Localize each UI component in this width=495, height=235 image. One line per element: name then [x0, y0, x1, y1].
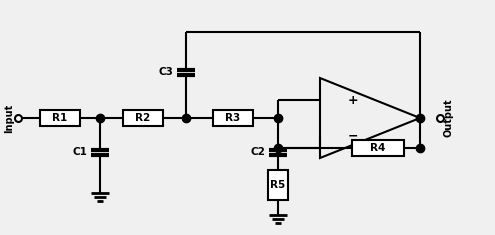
- Text: Output: Output: [444, 99, 454, 137]
- Bar: [352, 140, 404, 156]
- Bar: [123, 110, 163, 126]
- Text: R1: R1: [52, 113, 68, 123]
- Text: R4: R4: [370, 143, 386, 153]
- Bar: [268, 170, 288, 200]
- Text: +: +: [347, 94, 358, 106]
- Bar: [213, 110, 253, 126]
- Text: R3: R3: [225, 113, 241, 123]
- Text: R5: R5: [270, 180, 286, 190]
- Text: C1: C1: [72, 147, 87, 157]
- Text: Input: Input: [4, 103, 14, 133]
- Text: C3: C3: [158, 67, 173, 77]
- Text: C2: C2: [250, 147, 265, 157]
- Text: R2: R2: [135, 113, 150, 123]
- Text: −: −: [347, 129, 358, 142]
- Bar: [40, 110, 80, 126]
